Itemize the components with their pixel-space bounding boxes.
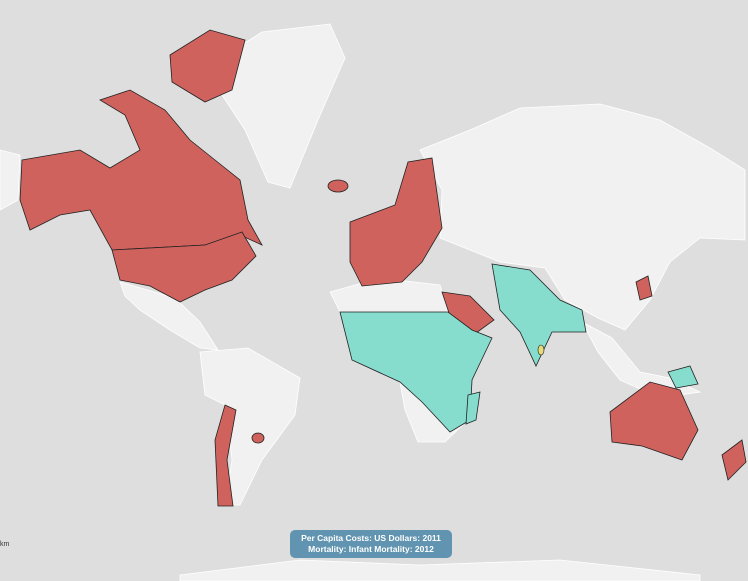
legend-box	[290, 530, 452, 558]
legend-line: Per Capita Costs: US Dollars: 2011	[301, 533, 441, 543]
legend-line: Mortality: Infant Mortality: 2012	[308, 544, 434, 554]
unselected-land	[0, 23, 746, 581]
legend: Per Capita Costs: US Dollars: 2011 Morta…	[290, 530, 452, 558]
teal-countries	[339, 263, 699, 433]
red-countries	[19, 29, 747, 507]
scale-label: km	[0, 541, 10, 548]
